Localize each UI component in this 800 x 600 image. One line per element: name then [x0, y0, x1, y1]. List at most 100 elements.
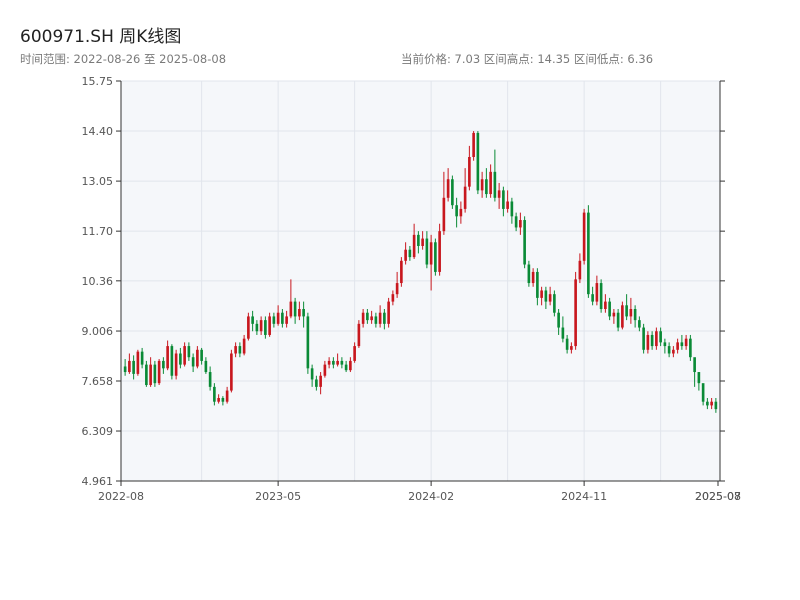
candle [642, 323, 645, 354]
candle-body [438, 231, 441, 272]
candle [404, 242, 407, 265]
candle [531, 268, 535, 287]
candle-body [408, 249, 412, 258]
candle [140, 347, 144, 369]
candle-body [476, 132, 480, 191]
candle-body [655, 331, 658, 347]
candle-body [561, 327, 565, 339]
candle-body [276, 312, 280, 324]
candle [540, 286, 543, 306]
candle-body [332, 360, 335, 365]
candle-body [400, 260, 403, 284]
x-tick-label: 2025-07 [695, 490, 741, 503]
candle [276, 305, 280, 326]
candle [187, 342, 191, 361]
candle-body [616, 312, 620, 328]
candle-body [472, 132, 475, 158]
x-axis-ticks: 2022-08 2023-05 2024-02 2024-11 2025-072025-… [98, 481, 741, 503]
candle [701, 383, 705, 406]
candle [378, 305, 382, 328]
candle-body [166, 346, 169, 369]
candle-body [162, 360, 165, 369]
candle [710, 397, 713, 410]
candle [149, 357, 152, 387]
candle-body [608, 301, 611, 317]
candle-body [531, 271, 535, 284]
candle [370, 310, 373, 324]
candle-body [340, 360, 344, 365]
candle-body [170, 346, 174, 376]
candle [616, 309, 620, 332]
candle [604, 294, 607, 313]
x-tick-label: 2024-02 [408, 490, 454, 503]
candle [174, 349, 178, 380]
candle [650, 331, 654, 350]
candle-body [221, 397, 225, 402]
candle [561, 316, 565, 343]
y-tick-label: 7.658 [82, 375, 114, 388]
candle [714, 397, 718, 413]
candle [570, 342, 573, 354]
candle-body [149, 364, 152, 386]
candle [217, 394, 220, 404]
candle-body [480, 179, 484, 191]
candle-body [136, 351, 140, 374]
candle-body [578, 260, 582, 280]
candle-body [536, 271, 539, 298]
candle [519, 212, 522, 235]
candle-body [629, 309, 633, 317]
candle [434, 238, 437, 276]
candle [463, 168, 467, 213]
candle-body [217, 397, 220, 402]
candle [659, 327, 662, 347]
candle-body [676, 342, 679, 350]
candle-body [667, 346, 671, 354]
candle [374, 312, 378, 328]
candle-body [446, 179, 450, 198]
candle [285, 310, 288, 328]
candle [395, 271, 399, 298]
candle-body [646, 334, 650, 350]
candle [425, 231, 429, 269]
candle [510, 197, 514, 224]
candle-body [684, 338, 688, 347]
candle [166, 340, 169, 371]
candle-body [582, 212, 586, 261]
candle [145, 360, 148, 387]
candle [595, 275, 599, 306]
candle-body [506, 201, 509, 209]
candle [633, 305, 637, 328]
candle-body [672, 349, 675, 354]
candle [293, 297, 297, 324]
candle [574, 271, 577, 350]
candle-body [417, 234, 420, 246]
candle [476, 131, 480, 195]
candle [259, 316, 263, 335]
candle-body [701, 383, 705, 402]
candle [523, 216, 526, 269]
candle [625, 294, 628, 321]
candle-body [599, 283, 603, 310]
x-tick-label: 2024-11 [561, 490, 607, 503]
candle [493, 149, 497, 202]
candle [208, 366, 212, 391]
candle [497, 182, 501, 209]
candle [553, 290, 556, 317]
candle [438, 223, 441, 276]
candle-body [204, 360, 208, 373]
candle [582, 208, 586, 265]
candle-body [421, 238, 424, 246]
candle [332, 357, 335, 369]
candle-body [425, 238, 429, 265]
candle [353, 342, 356, 363]
candle [255, 320, 259, 335]
candle-body [349, 360, 352, 371]
candle [684, 334, 688, 350]
candle [387, 297, 390, 328]
candle [230, 349, 233, 393]
candle-body [510, 201, 514, 217]
candle [468, 145, 471, 191]
candle-body [264, 320, 267, 335]
candle-body [323, 364, 327, 376]
candle [706, 397, 709, 410]
